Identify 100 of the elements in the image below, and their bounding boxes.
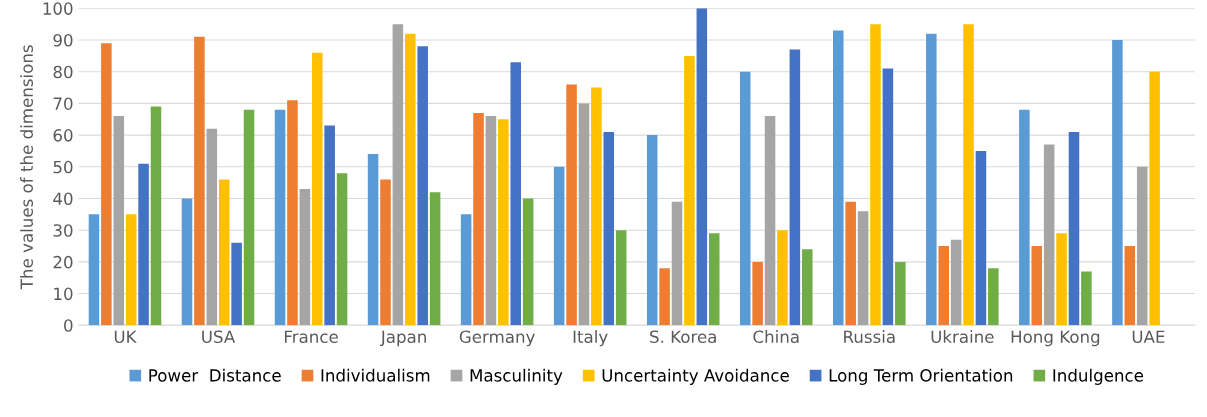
bar (299, 188, 311, 326)
x-tick-label: Japan (379, 330, 426, 347)
bar (113, 116, 125, 326)
bar (857, 211, 869, 326)
legend-label: Indulgence (1053, 368, 1144, 385)
bar (324, 125, 335, 326)
bar (1043, 144, 1055, 326)
bar (405, 33, 416, 326)
bar (181, 198, 193, 326)
bar (833, 30, 844, 326)
x-tick-label: France (284, 330, 338, 344)
bar (485, 116, 497, 326)
bar (963, 24, 974, 326)
bar (243, 109, 255, 326)
y-axis-title: The values of the dimensions (20, 45, 33, 290)
bar (125, 214, 137, 326)
x-tick-label: UAE (1132, 330, 1165, 344)
bar (274, 109, 286, 326)
legend-label: Uncertainty Avoidance (602, 368, 789, 385)
bar (671, 201, 683, 326)
legend-label: Masculinity (470, 368, 563, 385)
bar (684, 55, 695, 326)
bar (566, 84, 577, 326)
bar (231, 242, 242, 326)
y-tick-label: 60 (53, 129, 73, 142)
x-tick-label: Italy (573, 330, 608, 347)
bar (522, 198, 534, 326)
bar (417, 46, 428, 326)
bar (88, 214, 100, 326)
y-tick-label: 90 (53, 33, 73, 47)
bar (938, 246, 949, 326)
bar (1056, 233, 1067, 326)
x-tick-label: Russia (844, 330, 895, 344)
bar (1031, 246, 1043, 326)
bar (1068, 131, 1080, 326)
bar (870, 24, 881, 326)
bar (473, 112, 484, 326)
x-tick-label: S. Korea (650, 330, 716, 344)
x-tick-label: Germany (459, 330, 535, 347)
bar (659, 268, 670, 326)
bar (895, 261, 906, 326)
bar (752, 261, 763, 326)
legend-label: Individualism (321, 368, 430, 382)
bar (603, 131, 615, 326)
bar (646, 135, 658, 326)
bar (1124, 246, 1136, 326)
x-tick-label: USA (202, 330, 236, 344)
x-tick-label: China (753, 330, 799, 344)
y-tick-label: 0 (64, 319, 73, 332)
bar (311, 52, 323, 326)
bar (789, 49, 801, 326)
bar (950, 239, 962, 326)
y-tick-label: 50 (53, 160, 73, 174)
bar (1136, 166, 1148, 326)
legend-label: Power Distance (149, 368, 281, 382)
bar (1112, 40, 1123, 326)
bar (194, 36, 205, 326)
bar (739, 71, 751, 326)
bar (498, 119, 509, 326)
bar (336, 173, 348, 326)
bar (287, 100, 298, 326)
bar (708, 233, 720, 326)
bar (975, 150, 987, 326)
x-tick-label: UK (114, 330, 137, 344)
bar (1019, 109, 1030, 326)
y-tick-label: 70 (53, 97, 73, 110)
bar (615, 230, 627, 326)
y-tick-label: 80 (53, 65, 73, 79)
bar (392, 24, 404, 326)
y-tick-label: 30 (53, 224, 73, 237)
bar (591, 87, 602, 326)
bar (429, 192, 441, 326)
bar (101, 43, 112, 326)
bar (553, 166, 565, 326)
bar (988, 268, 999, 326)
bar (777, 230, 788, 326)
bar (510, 62, 522, 326)
bar (1081, 271, 1092, 326)
bar (882, 68, 894, 326)
y-tick-label: 100 (43, 2, 73, 15)
bar (926, 33, 937, 326)
bar (696, 8, 708, 326)
bar (367, 154, 379, 326)
y-tick-label: 10 (54, 287, 73, 301)
bar (218, 179, 230, 326)
bar (764, 116, 776, 326)
bar (1149, 71, 1160, 326)
x-tick-label: Ukraine (931, 330, 994, 344)
legend-label: Long Term Orientation (829, 368, 1013, 385)
y-tick-label: 20 (53, 255, 73, 269)
bar (845, 201, 856, 326)
bar (578, 103, 590, 326)
bar (150, 106, 162, 326)
y-tick-label: 40 (53, 192, 73, 206)
bar (380, 179, 391, 326)
bar (801, 249, 813, 326)
bar (206, 128, 218, 326)
x-tick-label: Hong Kong (1011, 330, 1100, 347)
bar (460, 214, 472, 326)
bar (138, 163, 149, 326)
